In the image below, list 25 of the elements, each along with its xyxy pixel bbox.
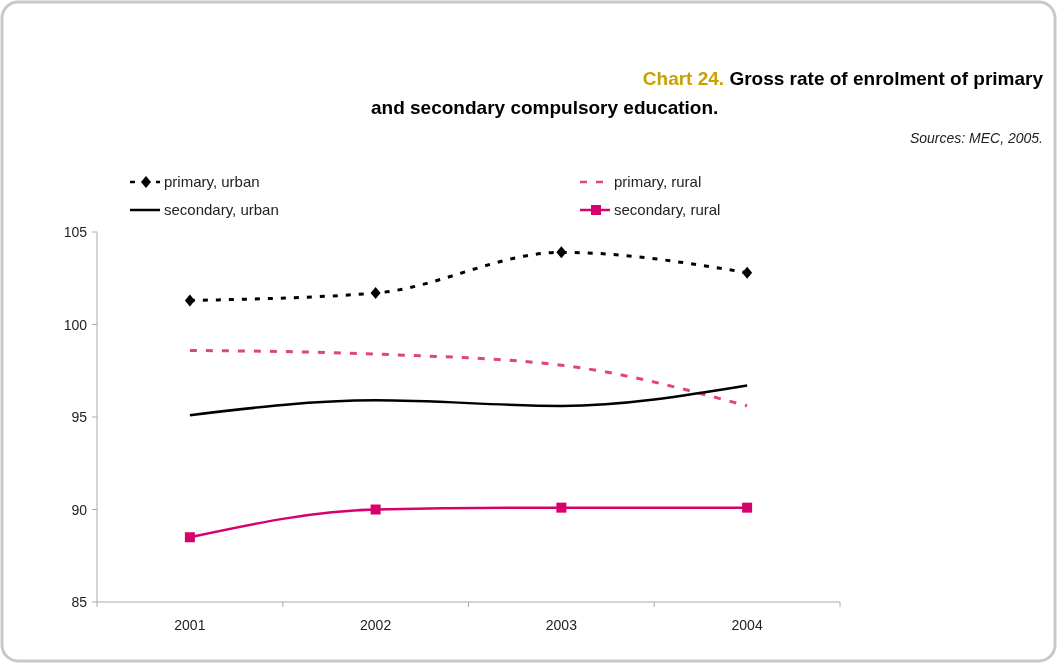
point: [742, 502, 753, 513]
point: [184, 532, 195, 543]
point: [370, 504, 381, 515]
point: [556, 502, 567, 513]
chart-title: Chart 24. Gross rate of enrolment of primary and secondary compulsory education.: [371, 68, 1044, 118]
legend-label: secondary, rural: [614, 201, 721, 218]
x-tick-label: 2002: [360, 617, 392, 633]
point: [370, 287, 381, 300]
y-tick-label: 95: [71, 409, 88, 425]
point: [556, 246, 567, 259]
x-tick-label: 2003: [545, 617, 578, 633]
y-tick-label: 90: [71, 501, 88, 518]
legend-label: primary, rural: [614, 173, 702, 190]
point: [742, 266, 753, 279]
x-tick-label: 2001: [174, 617, 206, 633]
line-series: [188, 384, 749, 417]
y-tick-label: 105: [63, 224, 88, 240]
x-tick-label: 2004: [731, 617, 763, 633]
source-note: Sources: MEC, 2005.: [909, 130, 1043, 146]
legend-label: primary, urban: [164, 173, 260, 190]
y-tick-label: 85: [71, 594, 88, 610]
line-series: [188, 348, 749, 408]
legend-label: secondary, urban: [164, 201, 279, 218]
y-tick-label: 100: [63, 316, 88, 333]
point: [184, 294, 195, 307]
